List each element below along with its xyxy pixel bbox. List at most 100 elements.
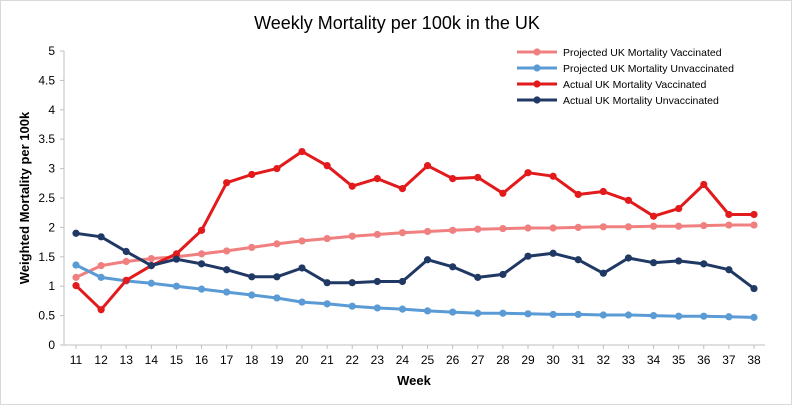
- legend-label-projected-uk-mortality-vaccinated: Projected UK Mortality Vaccinated: [563, 47, 722, 59]
- legend-marker-projected-uk-mortality-vaccinated: [533, 48, 541, 56]
- data-point-actual-uk-mortality-unvaccinated: [248, 273, 256, 281]
- data-point-projected-uk-mortality-unvaccinated: [348, 302, 356, 310]
- data-point-actual-uk-mortality-vaccinated: [649, 212, 658, 220]
- data-point-projected-uk-mortality-vaccinated: [499, 224, 507, 233]
- x-tick-label: 21: [320, 353, 334, 367]
- y-axis-label: Weighted Mortality per 100k: [17, 111, 32, 284]
- data-point-actual-uk-mortality-unvaccinated: [197, 260, 206, 268]
- x-tick-label: 11: [70, 353, 83, 367]
- x-tick-label: 29: [521, 353, 535, 367]
- data-point-actual-uk-mortality-vaccinated: [122, 276, 130, 284]
- data-point-projected-uk-mortality-vaccinated: [323, 234, 331, 243]
- data-point-actual-uk-mortality-unvaccinated: [147, 262, 155, 270]
- data-point-projected-uk-mortality-unvaccinated: [524, 310, 532, 318]
- x-tick-label: 15: [170, 353, 184, 367]
- x-tick-label: 38: [747, 353, 761, 367]
- x-tick-label: 17: [220, 353, 234, 367]
- data-point-actual-uk-mortality-vaccinated: [549, 172, 557, 180]
- y-tick-label: 1.5: [38, 250, 55, 264]
- legend-marker-actual-uk-mortality-unvaccinated: [533, 96, 541, 104]
- y-tick-label: 2.5: [38, 191, 55, 205]
- data-point-actual-uk-mortality-unvaccinated: [298, 264, 306, 272]
- y-tick-label: 1: [48, 279, 55, 293]
- data-point-actual-uk-mortality-vaccinated: [97, 306, 105, 314]
- x-axis: 11 12 13 14 15 16 17 18 19 20 21 22 23 24 25 26 27 28 29 30…: [64, 344, 765, 367]
- data-point-projected-uk-mortality-vaccinated: [147, 254, 155, 263]
- data-point-projected-uk-mortality-vaccinated: [549, 224, 557, 232]
- data-point-projected-uk-mortality-vaccinated: [298, 237, 306, 245]
- data-point-projected-uk-mortality-unvaccinated: [599, 311, 607, 319]
- data-point-projected-uk-mortality-vaccinated: [398, 229, 407, 237]
- data-point-projected-uk-mortality-unvaccinated: [449, 308, 457, 316]
- x-tick-label: 25: [421, 353, 435, 367]
- series-line-actual-uk-mortality-unvaccinated: [75, 231, 755, 290]
- data-point-actual-uk-mortality-unvaccinated: [725, 266, 733, 274]
- data-point-projected-uk-mortality-vaccinated: [223, 247, 231, 255]
- data-point-actual-uk-mortality-unvaccinated: [97, 233, 105, 241]
- data-point-projected-uk-mortality-unvaccinated: [675, 312, 683, 320]
- data-point-actual-uk-mortality-unvaccinated: [398, 277, 407, 286]
- data-point-projected-uk-mortality-vaccinated: [700, 222, 708, 230]
- data-point-actual-uk-mortality-vaccinated: [197, 226, 206, 234]
- data-point-projected-uk-mortality-vaccinated: [725, 221, 733, 229]
- data-point-projected-uk-mortality-unvaccinated: [750, 313, 758, 321]
- x-tick-label: 26: [446, 353, 460, 367]
- legend-label-actual-uk-mortality-vaccinated: Actual UK Mortality Vaccinated: [563, 79, 707, 91]
- legend: Projected UK Mortality Vaccinated Project…: [517, 47, 734, 107]
- data-point-actual-uk-mortality-vaccinated: [499, 189, 507, 197]
- y-tick-label: 3.5: [38, 132, 55, 146]
- data-point-projected-uk-mortality-vaccinated: [474, 225, 482, 233]
- data-point-projected-uk-mortality-vaccinated: [248, 243, 256, 251]
- x-tick-label: 18: [245, 353, 259, 367]
- data-point-actual-uk-mortality-unvaccinated: [72, 229, 80, 237]
- data-point-projected-uk-mortality-unvaccinated: [423, 307, 432, 315]
- data-point-projected-uk-mortality-unvaccinated: [197, 285, 206, 293]
- data-point-projected-uk-mortality-vaccinated: [524, 224, 532, 232]
- x-tick-label: 31: [572, 353, 586, 367]
- data-point-projected-uk-mortality-unvaccinated: [700, 312, 708, 320]
- data-point-projected-uk-mortality-unvaccinated: [323, 300, 331, 308]
- series-line-projected-uk-mortality-unvaccinated: [75, 263, 755, 319]
- data-point-projected-uk-mortality-unvaccinated: [649, 312, 658, 320]
- data-point-actual-uk-mortality-vaccinated: [423, 162, 432, 170]
- x-tick-label: 14: [145, 353, 159, 367]
- y-tick-label: 4.5: [38, 73, 55, 87]
- x-tick-label: 23: [371, 353, 385, 367]
- data-point-projected-uk-mortality-unvaccinated: [574, 310, 582, 319]
- legend-label-actual-uk-mortality-unvaccinated: Actual UK Mortality Unvaccinated: [563, 95, 719, 107]
- data-point-projected-uk-mortality-vaccinated: [72, 273, 80, 281]
- data-point-projected-uk-mortality-unvaccinated: [172, 282, 181, 290]
- legend-label-projected-uk-mortality-unvaccinated: Projected UK Mortality Unvaccinated: [563, 63, 734, 75]
- data-point-projected-uk-mortality-unvaccinated: [298, 298, 306, 306]
- data-point-actual-uk-mortality-vaccinated: [72, 282, 80, 290]
- data-point-actual-uk-mortality-vaccinated: [348, 182, 356, 190]
- data-point-projected-uk-mortality-vaccinated: [750, 221, 758, 229]
- legend-marker-projected-uk-mortality-unvaccinated: [533, 64, 541, 72]
- data-point-projected-uk-mortality-unvaccinated: [147, 279, 155, 287]
- data-point-actual-uk-mortality-unvaccinated: [122, 247, 130, 256]
- data-point-projected-uk-mortality-unvaccinated: [499, 309, 507, 317]
- data-point-projected-uk-mortality-unvaccinated: [223, 288, 231, 296]
- data-point-actual-uk-mortality-vaccinated: [524, 169, 532, 177]
- x-tick-label: 37: [722, 353, 736, 367]
- data-point-projected-uk-mortality-vaccinated: [373, 230, 381, 239]
- data-point-actual-uk-mortality-vaccinated: [449, 174, 457, 183]
- data-point-projected-uk-mortality-vaccinated: [449, 226, 457, 234]
- data-point-actual-uk-mortality-unvaccinated: [599, 269, 607, 277]
- x-tick-label: 27: [471, 353, 485, 367]
- data-point-actual-uk-mortality-unvaccinated: [750, 284, 758, 293]
- data-point-actual-uk-mortality-vaccinated: [599, 187, 607, 196]
- y-tick-label: 5: [48, 44, 55, 58]
- data-point-actual-uk-mortality-vaccinated: [172, 250, 181, 258]
- data-point-actual-uk-mortality-vaccinated: [248, 170, 256, 179]
- data-point-projected-uk-mortality-vaccinated: [624, 223, 633, 231]
- y-tick-label: 0.5: [38, 309, 55, 323]
- data-point-actual-uk-mortality-unvaccinated: [649, 259, 658, 267]
- y-tick-label: 3: [48, 162, 55, 176]
- x-tick-label: 32: [597, 353, 611, 367]
- data-point-projected-uk-mortality-vaccinated: [599, 223, 607, 231]
- data-point-actual-uk-mortality-vaccinated: [750, 210, 758, 219]
- data-point-projected-uk-mortality-vaccinated: [197, 250, 206, 258]
